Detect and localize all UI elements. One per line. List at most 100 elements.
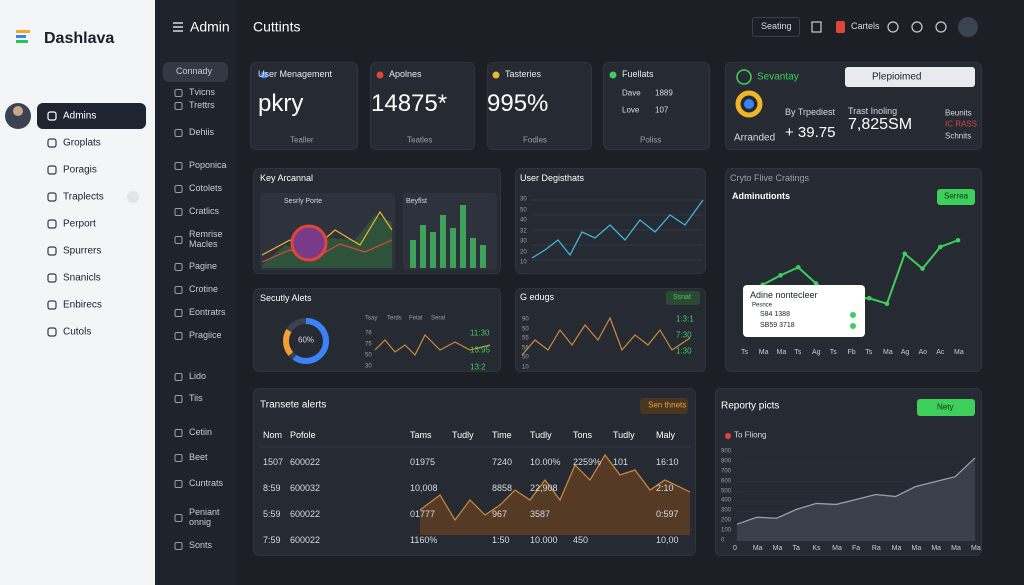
card-value: 995% bbox=[487, 89, 549, 117]
card-icon bbox=[376, 71, 384, 79]
cell: 10.00% bbox=[530, 457, 561, 468]
badge bbox=[127, 191, 139, 203]
card-action: Poliss bbox=[640, 135, 662, 145]
select-label: Plepioimed bbox=[872, 71, 922, 83]
subnav-item: Cuntrats bbox=[189, 478, 224, 489]
legend-item: Beunits bbox=[945, 108, 972, 118]
metric: + 39.75 bbox=[785, 123, 836, 141]
card-line: Dave bbox=[622, 88, 641, 98]
column-header: Nom bbox=[263, 430, 283, 441]
subnav-icon bbox=[174, 395, 183, 403]
button-label: Nety bbox=[937, 402, 954, 412]
avatar-face bbox=[13, 106, 23, 116]
cell: 600022 bbox=[290, 535, 321, 546]
x-tick-label: Ta bbox=[792, 545, 800, 553]
card bbox=[370, 62, 475, 150]
select[interactable] bbox=[845, 67, 975, 87]
mini-line bbox=[261, 239, 393, 263]
cell: 22,908 bbox=[530, 483, 558, 494]
nav-icon bbox=[47, 138, 57, 148]
subnav-icon bbox=[174, 236, 183, 244]
x-tick-label: Ma bbox=[911, 545, 922, 553]
column-header: Time bbox=[492, 430, 512, 441]
card-title: Fuellats bbox=[622, 69, 654, 80]
y-tick-label: 800 bbox=[721, 458, 732, 465]
seating-button[interactable] bbox=[752, 17, 800, 37]
column-label: Seral bbox=[431, 315, 446, 322]
x-tick-label: Ts bbox=[794, 349, 802, 357]
axis-label: 50 bbox=[522, 326, 529, 333]
table-button[interactable] bbox=[640, 398, 688, 414]
card-icon bbox=[492, 71, 500, 79]
tooltip-title: Adine nontecleer bbox=[750, 290, 818, 301]
column-header: Tudly bbox=[452, 430, 474, 441]
serrea-button[interactable] bbox=[937, 189, 975, 205]
active-item[interactable] bbox=[37, 103, 146, 129]
y-tick-label: 700 bbox=[721, 468, 732, 475]
nav-item: Perport bbox=[63, 218, 96, 230]
button-label: Seating bbox=[761, 21, 792, 32]
cell: 2259% bbox=[573, 457, 602, 468]
card-action: Teatles bbox=[407, 135, 433, 145]
nety-button[interactable] bbox=[917, 399, 975, 416]
cell: 10,008 bbox=[410, 483, 438, 494]
total-label: Trast Inoling bbox=[848, 106, 898, 117]
subnav-icon bbox=[174, 429, 183, 437]
axis-label: 20 bbox=[520, 249, 527, 256]
subnav-icon bbox=[174, 102, 183, 110]
card-title: User Degisthats bbox=[520, 173, 585, 184]
column-header: Pofole bbox=[290, 430, 316, 441]
point bbox=[778, 273, 783, 278]
cell: 7240 bbox=[492, 457, 513, 468]
active-subitem[interactable] bbox=[163, 62, 228, 82]
value-label: 13:95 bbox=[470, 345, 491, 355]
alert-icon bbox=[836, 21, 845, 33]
value-label: 1:3:1 bbox=[676, 314, 694, 324]
card-icon bbox=[609, 71, 617, 79]
column-header: Tons bbox=[573, 430, 593, 441]
nav-icon bbox=[47, 219, 57, 229]
x-tick-label: Ks bbox=[812, 545, 821, 553]
nav-item: Cutols bbox=[63, 326, 92, 338]
column-label: Fetal bbox=[409, 315, 423, 322]
card-title: Tasteries bbox=[505, 69, 542, 80]
y-tick-label: 100 bbox=[721, 527, 732, 534]
mini-bars bbox=[410, 205, 486, 268]
subnav-icon bbox=[174, 373, 183, 381]
x-tick-label: Ts bbox=[865, 349, 873, 357]
tooltip bbox=[743, 285, 865, 337]
y-tick-label: 200 bbox=[721, 517, 732, 524]
axis-label: 50 bbox=[520, 207, 527, 214]
legend-item: IC RASS bbox=[945, 119, 978, 129]
card bbox=[487, 62, 592, 150]
y-tick-label: 600 bbox=[721, 478, 732, 485]
status: Sevantay bbox=[757, 71, 799, 83]
tooltip-line: S84 1388 bbox=[760, 311, 790, 319]
subnav-item: Poponica bbox=[189, 160, 227, 171]
cell: 600022 bbox=[290, 457, 321, 468]
axis-label: 30 bbox=[365, 363, 372, 370]
subnav-icon bbox=[174, 129, 183, 137]
status-icon bbox=[736, 69, 752, 85]
table-area bbox=[420, 455, 690, 535]
axis-label: 75 bbox=[365, 341, 372, 348]
subnav-icon bbox=[174, 542, 183, 550]
x-tick-label: Fb bbox=[847, 349, 856, 357]
point bbox=[955, 237, 961, 243]
card-line: 107 bbox=[655, 105, 669, 115]
subnav-icon bbox=[174, 480, 183, 488]
axis-label: 30 bbox=[520, 196, 527, 203]
cell: 10.000 bbox=[530, 535, 558, 546]
subnav bbox=[155, 0, 235, 585]
subnav-item: Lido bbox=[189, 371, 207, 382]
user-name: Cartels bbox=[851, 21, 880, 32]
column-label: Tsay bbox=[365, 315, 378, 322]
gauge-arc bbox=[283, 318, 329, 364]
cell: 1:50 bbox=[492, 535, 510, 546]
ssnat-button[interactable] bbox=[666, 291, 700, 305]
point bbox=[920, 266, 925, 271]
value-label: 7:30 bbox=[676, 330, 692, 340]
subnav-title: Admin bbox=[190, 18, 230, 35]
